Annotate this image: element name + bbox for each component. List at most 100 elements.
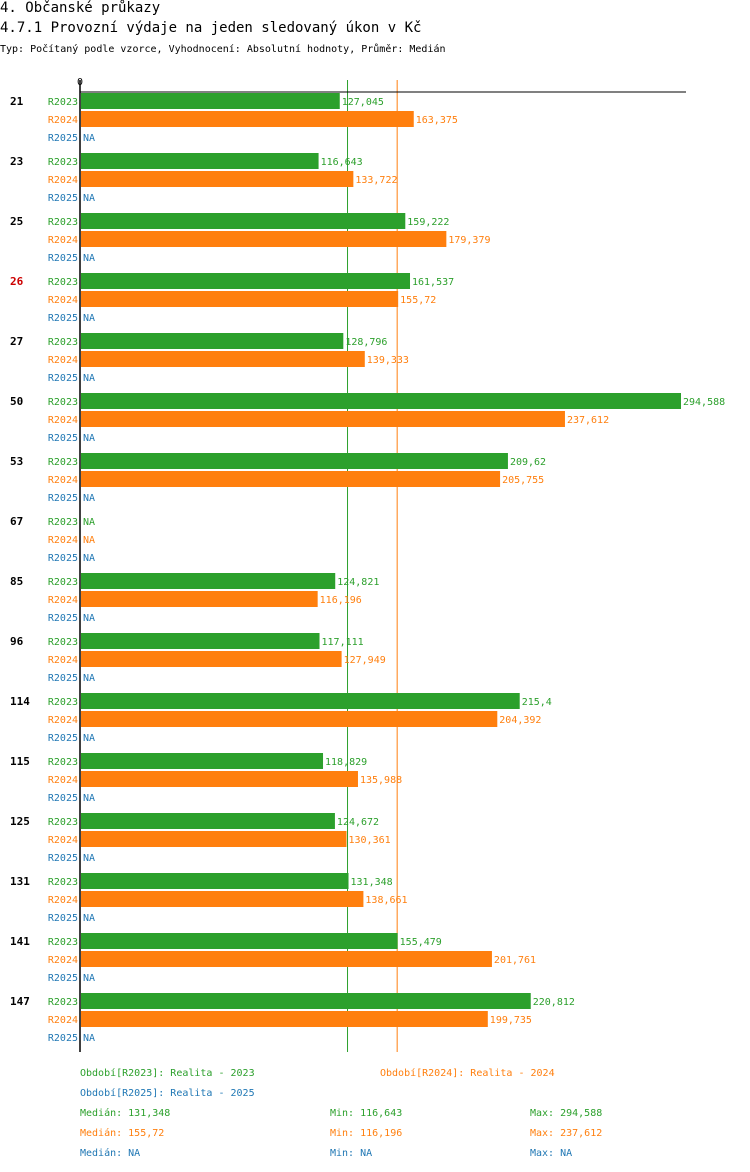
- series-label-r2023: R2023: [48, 157, 78, 168]
- series-label-r2024: R2024: [48, 355, 78, 366]
- bar-r2024: [81, 231, 447, 247]
- value-label-r2023: NA: [83, 517, 95, 528]
- value-label-r2025: NA: [83, 913, 95, 924]
- bar-r2024: [81, 411, 565, 427]
- series-label-r2024: R2024: [48, 535, 78, 546]
- series-label-r2024: R2024: [48, 655, 78, 666]
- series-label-r2023: R2023: [48, 217, 78, 228]
- value-label-r2023: 159,222: [407, 217, 449, 228]
- value-label-r2023: 128,796: [345, 337, 387, 348]
- category-label: 27: [10, 335, 23, 348]
- value-label-r2024: 127,949: [344, 655, 386, 666]
- value-label-r2025: NA: [83, 313, 95, 324]
- value-label-r2024: 116,196: [320, 595, 362, 606]
- series-label-r2025: R2025: [48, 613, 78, 624]
- series-label-r2023: R2023: [48, 97, 78, 108]
- series-label-r2023: R2023: [48, 457, 78, 468]
- series-label-r2025: R2025: [48, 313, 78, 324]
- stat-max-r2025: Max: NA: [530, 1148, 573, 1159]
- series-label-r2024: R2024: [48, 415, 78, 426]
- bar-r2023: [81, 633, 320, 649]
- value-label-r2025: NA: [83, 253, 95, 264]
- bar-chart: 21 R2023 127,045 R2024 163,375 R2025 NA 23 R2023…: [10, 77, 725, 1052]
- category-label: 131: [10, 875, 30, 888]
- series-label-r2025: R2025: [48, 553, 78, 564]
- value-label-r2023: 127,045: [342, 97, 384, 108]
- chart-title: 4.7.1 Provozní výdaje na jeden sledovaný…: [0, 20, 422, 36]
- category-label: 85: [10, 575, 23, 588]
- value-label-r2025: NA: [83, 973, 95, 984]
- bar-r2024: [81, 351, 365, 367]
- value-label-r2023: 116,643: [321, 157, 363, 168]
- series-label-r2023: R2023: [48, 877, 78, 888]
- value-label-r2025: NA: [83, 793, 95, 804]
- value-label-r2023: 155,479: [400, 937, 442, 948]
- legend-r2024: Období[R2024]: Realita - 2024: [380, 1068, 555, 1079]
- bar-r2024: [81, 471, 501, 487]
- series-label-r2025: R2025: [48, 373, 78, 384]
- bar-r2023: [81, 333, 344, 349]
- series-label-r2025: R2025: [48, 673, 78, 684]
- series-label-r2023: R2023: [48, 697, 78, 708]
- category-label: 147: [10, 995, 30, 1008]
- series-label-r2025: R2025: [48, 133, 78, 144]
- bar-r2024: [81, 171, 354, 187]
- stat-min-r2023: Min: 116,643: [330, 1108, 403, 1119]
- stat-median-r2024: Medián: 155,72: [80, 1128, 165, 1139]
- value-label-r2024: 204,392: [499, 715, 541, 726]
- bars-layer: 21 R2023 127,045 R2024 163,375 R2025 NA 23 R2023…: [10, 93, 725, 1044]
- value-label-r2023: 124,821: [337, 577, 379, 588]
- bar-r2023: [81, 813, 335, 829]
- category-label: 67: [10, 515, 23, 528]
- value-label-r2024: 155,72: [400, 295, 436, 306]
- stat-min-r2025: Min: NA: [330, 1148, 373, 1159]
- value-label-r2025: NA: [83, 433, 95, 444]
- value-label-r2025: NA: [83, 133, 95, 144]
- bar-r2023: [81, 933, 398, 949]
- bar-r2024: [81, 951, 492, 967]
- series-label-r2024: R2024: [48, 895, 78, 906]
- series-label-r2025: R2025: [48, 493, 78, 504]
- bar-r2023: [81, 753, 324, 769]
- category-label: 21: [10, 95, 24, 108]
- value-label-r2025: NA: [83, 373, 95, 384]
- axes: 0: [77, 77, 686, 1052]
- value-label-r2023: 215,4: [522, 697, 552, 708]
- series-label-r2023: R2023: [48, 517, 78, 528]
- bar-r2024: [81, 1011, 488, 1027]
- value-label-r2025: NA: [83, 493, 95, 504]
- value-label-r2025: NA: [83, 553, 95, 564]
- category-label: 96: [10, 635, 24, 648]
- value-label-r2024: 130,361: [349, 835, 391, 846]
- value-label-r2023: 117,111: [322, 637, 364, 648]
- chart-subtitle: Typ: Počítaný podle vzorce, Vyhodnocení:…: [0, 44, 446, 55]
- series-label-r2024: R2024: [48, 235, 78, 246]
- bar-r2024: [81, 111, 414, 127]
- series-label-r2025: R2025: [48, 433, 78, 444]
- value-label-r2024: 133,722: [355, 175, 397, 186]
- bar-r2023: [81, 573, 336, 589]
- value-label-r2024: 179,379: [448, 235, 490, 246]
- value-label-r2024: 199,735: [490, 1015, 532, 1026]
- value-label-r2023: 294,588: [683, 397, 725, 408]
- value-label-r2024: 135,988: [360, 775, 402, 786]
- value-label-r2024: 163,375: [416, 115, 458, 126]
- series-label-r2024: R2024: [48, 175, 78, 186]
- value-label-r2024: 205,755: [502, 475, 544, 486]
- category-label: 141: [10, 935, 30, 948]
- series-label-r2024: R2024: [48, 715, 78, 726]
- series-label-r2023: R2023: [48, 997, 78, 1008]
- value-label-r2025: NA: [83, 613, 95, 624]
- category-label: 125: [10, 815, 30, 828]
- series-label-r2024: R2024: [48, 835, 78, 846]
- section-title: 4. Občanské průkazy: [0, 0, 161, 16]
- category-label: 23: [10, 155, 23, 168]
- series-label-r2023: R2023: [48, 637, 78, 648]
- bar-r2024: [81, 711, 498, 727]
- stat-median-r2023: Medián: 131,348: [80, 1108, 171, 1119]
- series-label-r2024: R2024: [48, 115, 78, 126]
- series-label-r2024: R2024: [48, 295, 78, 306]
- bar-r2023: [81, 873, 349, 889]
- bar-r2023: [81, 693, 520, 709]
- value-label-r2024: 201,761: [494, 955, 536, 966]
